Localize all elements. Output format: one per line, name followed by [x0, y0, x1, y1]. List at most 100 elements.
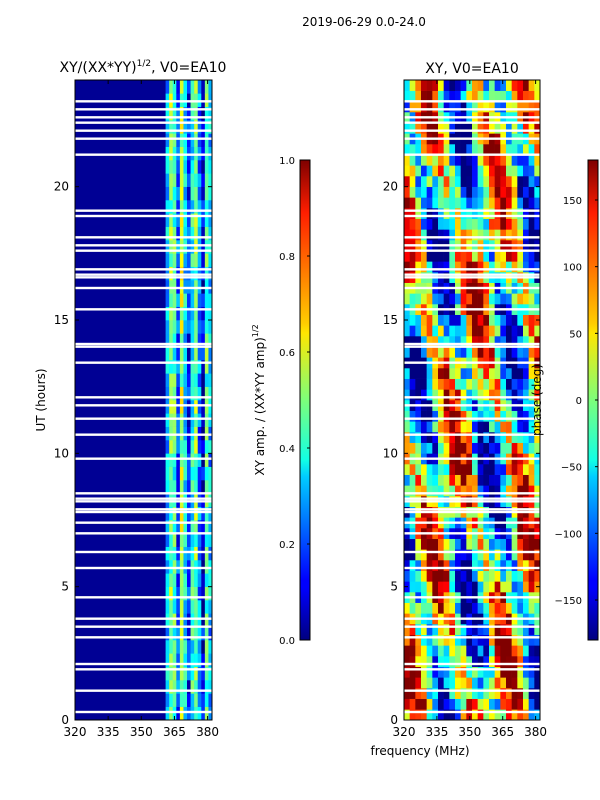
amp-heatmap-cell: [179, 533, 184, 547]
phase-heatmap-cell: [477, 666, 484, 678]
phase-heatmap-cell: [426, 208, 433, 219]
amp-heatmap-cell: [194, 173, 199, 187]
phase-heatmap-cell: [443, 314, 450, 326]
amp-heatmap-cell: [176, 373, 181, 387]
phase-heatmap-cell: [460, 645, 467, 657]
phase-heatmap-cell: [438, 176, 444, 187]
phase-heatmap-cell: [443, 656, 450, 667]
phase-heatmap-cell: [511, 656, 518, 667]
phase-heatmap-cell: [517, 122, 524, 134]
phase-flagged-row: [404, 268, 540, 271]
phase-plot-title: XY, V0=EA10: [425, 61, 519, 77]
amp-heatmap-cell: [208, 453, 213, 467]
phase-heatmap-cell: [432, 229, 439, 241]
phase-heatmap-cell: [489, 698, 495, 710]
phase-heatmap-cell: [409, 432, 416, 443]
phase-heatmap-cell: [466, 602, 473, 614]
amp-x-tick-label: 365: [163, 725, 186, 739]
phase-heatmap-cell: [489, 570, 495, 582]
amp-heatmap-cell: [187, 653, 191, 667]
amp-heatmap-cell: [179, 453, 184, 467]
phase-x-tick-label: 380: [524, 725, 547, 739]
phase-heatmap-cell: [489, 144, 495, 155]
phase-heatmap-cell: [466, 464, 473, 475]
phase-heatmap-cell: [506, 325, 512, 337]
phase-heatmap-cell: [523, 336, 529, 347]
phase-heatmap-cell: [432, 645, 439, 657]
amp-heatmap-cell: [179, 586, 184, 601]
phase-heatmap-cell: [523, 154, 529, 166]
amp-flagged-row: [75, 566, 212, 570]
amp-heatmap-cell: [204, 346, 209, 361]
amp-heatmap-cell: [183, 680, 188, 694]
phase-heatmap-cell: [489, 229, 495, 241]
phase-heatmap-cell: [466, 122, 473, 134]
amp-heatmap-cell: [179, 386, 184, 401]
phase-heatmap-cell: [421, 368, 427, 379]
amp-heatmap-cell: [208, 106, 213, 121]
amp-heatmap-cell: [183, 640, 188, 654]
amp-heatmap-cell: [172, 706, 177, 721]
amp-heatmap-cell: [194, 573, 199, 587]
phase-heatmap-cell: [472, 560, 478, 571]
amp-colorbar-label-exponent: 1/2: [251, 324, 260, 337]
phase-heatmap-cell: [506, 624, 512, 635]
amp-heatmap-cell: [204, 653, 209, 667]
phase-heatmap-cell: [517, 346, 524, 358]
phase-heatmap-cell: [438, 218, 444, 230]
phase-heatmap-cell: [477, 602, 484, 614]
phase-heatmap-cell: [500, 122, 507, 134]
phase-heatmap-cell: [517, 688, 524, 699]
amp-heatmap-cell: [169, 213, 174, 227]
amp-heatmap-cell: [204, 640, 209, 654]
phase-heatmap-cell: [483, 261, 490, 273]
phase-heatmap-cell: [449, 293, 456, 305]
amp-heatmap-cell: [183, 693, 188, 707]
phase-heatmap-cell: [455, 624, 461, 635]
phase-heatmap-cell: [483, 560, 490, 571]
phase-heatmap-cell: [460, 389, 467, 401]
amp-heatmap-cell: [190, 706, 195, 721]
amp-heatmap-cell: [201, 506, 206, 521]
phase-heatmap-cell: [421, 474, 427, 486]
phase-heatmap-cell: [472, 154, 478, 166]
amp-colorbar-tick-label: 0.4: [279, 444, 295, 455]
phase-heatmap-cell: [517, 698, 524, 710]
phase-heatmap-cell: [517, 645, 524, 657]
amp-heatmap-cell: [194, 613, 199, 627]
phase-heatmap-cell: [494, 410, 501, 422]
phase-heatmap-cell: [466, 538, 473, 550]
phase-heatmap-cell: [415, 197, 422, 209]
phase-heatmap-cell: [455, 538, 461, 550]
phase-heatmap-cell: [455, 570, 461, 582]
phase-heatmap-cell: [404, 80, 410, 91]
phase-heatmap-cell: [489, 293, 495, 305]
phase-heatmap-cell: [432, 538, 439, 550]
phase-heatmap-cell: [449, 186, 456, 198]
phase-heatmap-cell: [534, 186, 541, 198]
phase-heatmap-cell: [494, 250, 501, 262]
phase-heatmap-cell: [421, 90, 427, 102]
amp-heatmap-cell: [201, 693, 206, 707]
phase-heatmap-cell: [409, 442, 416, 454]
phase-heatmap-cell: [421, 325, 427, 337]
phase-heatmap-cell: [415, 688, 422, 699]
phase-heatmap-cell: [449, 165, 456, 177]
phase-heatmap-cell: [511, 677, 518, 689]
phase-heatmap-cell: [421, 538, 427, 550]
phase-heatmap-cell: [443, 432, 450, 443]
phase-heatmap-cell: [517, 677, 524, 689]
amp-heatmap-cell: [201, 413, 206, 427]
phase-heatmap-cell: [472, 634, 478, 646]
phase-heatmap-cell: [494, 378, 501, 390]
phase-heatmap-cell: [523, 325, 529, 337]
phase-heatmap-cell: [466, 165, 473, 177]
phase-heatmap-cell: [517, 229, 524, 241]
amp-colorbar-tick-label: 0.0: [279, 636, 295, 647]
phase-heatmap-cell: [404, 186, 410, 198]
amp-x-tick-label: 320: [64, 725, 87, 739]
amp-heatmap-cell: [176, 546, 181, 561]
phase-heatmap-cell: [443, 378, 450, 390]
phase-heatmap-cell: [455, 474, 461, 486]
